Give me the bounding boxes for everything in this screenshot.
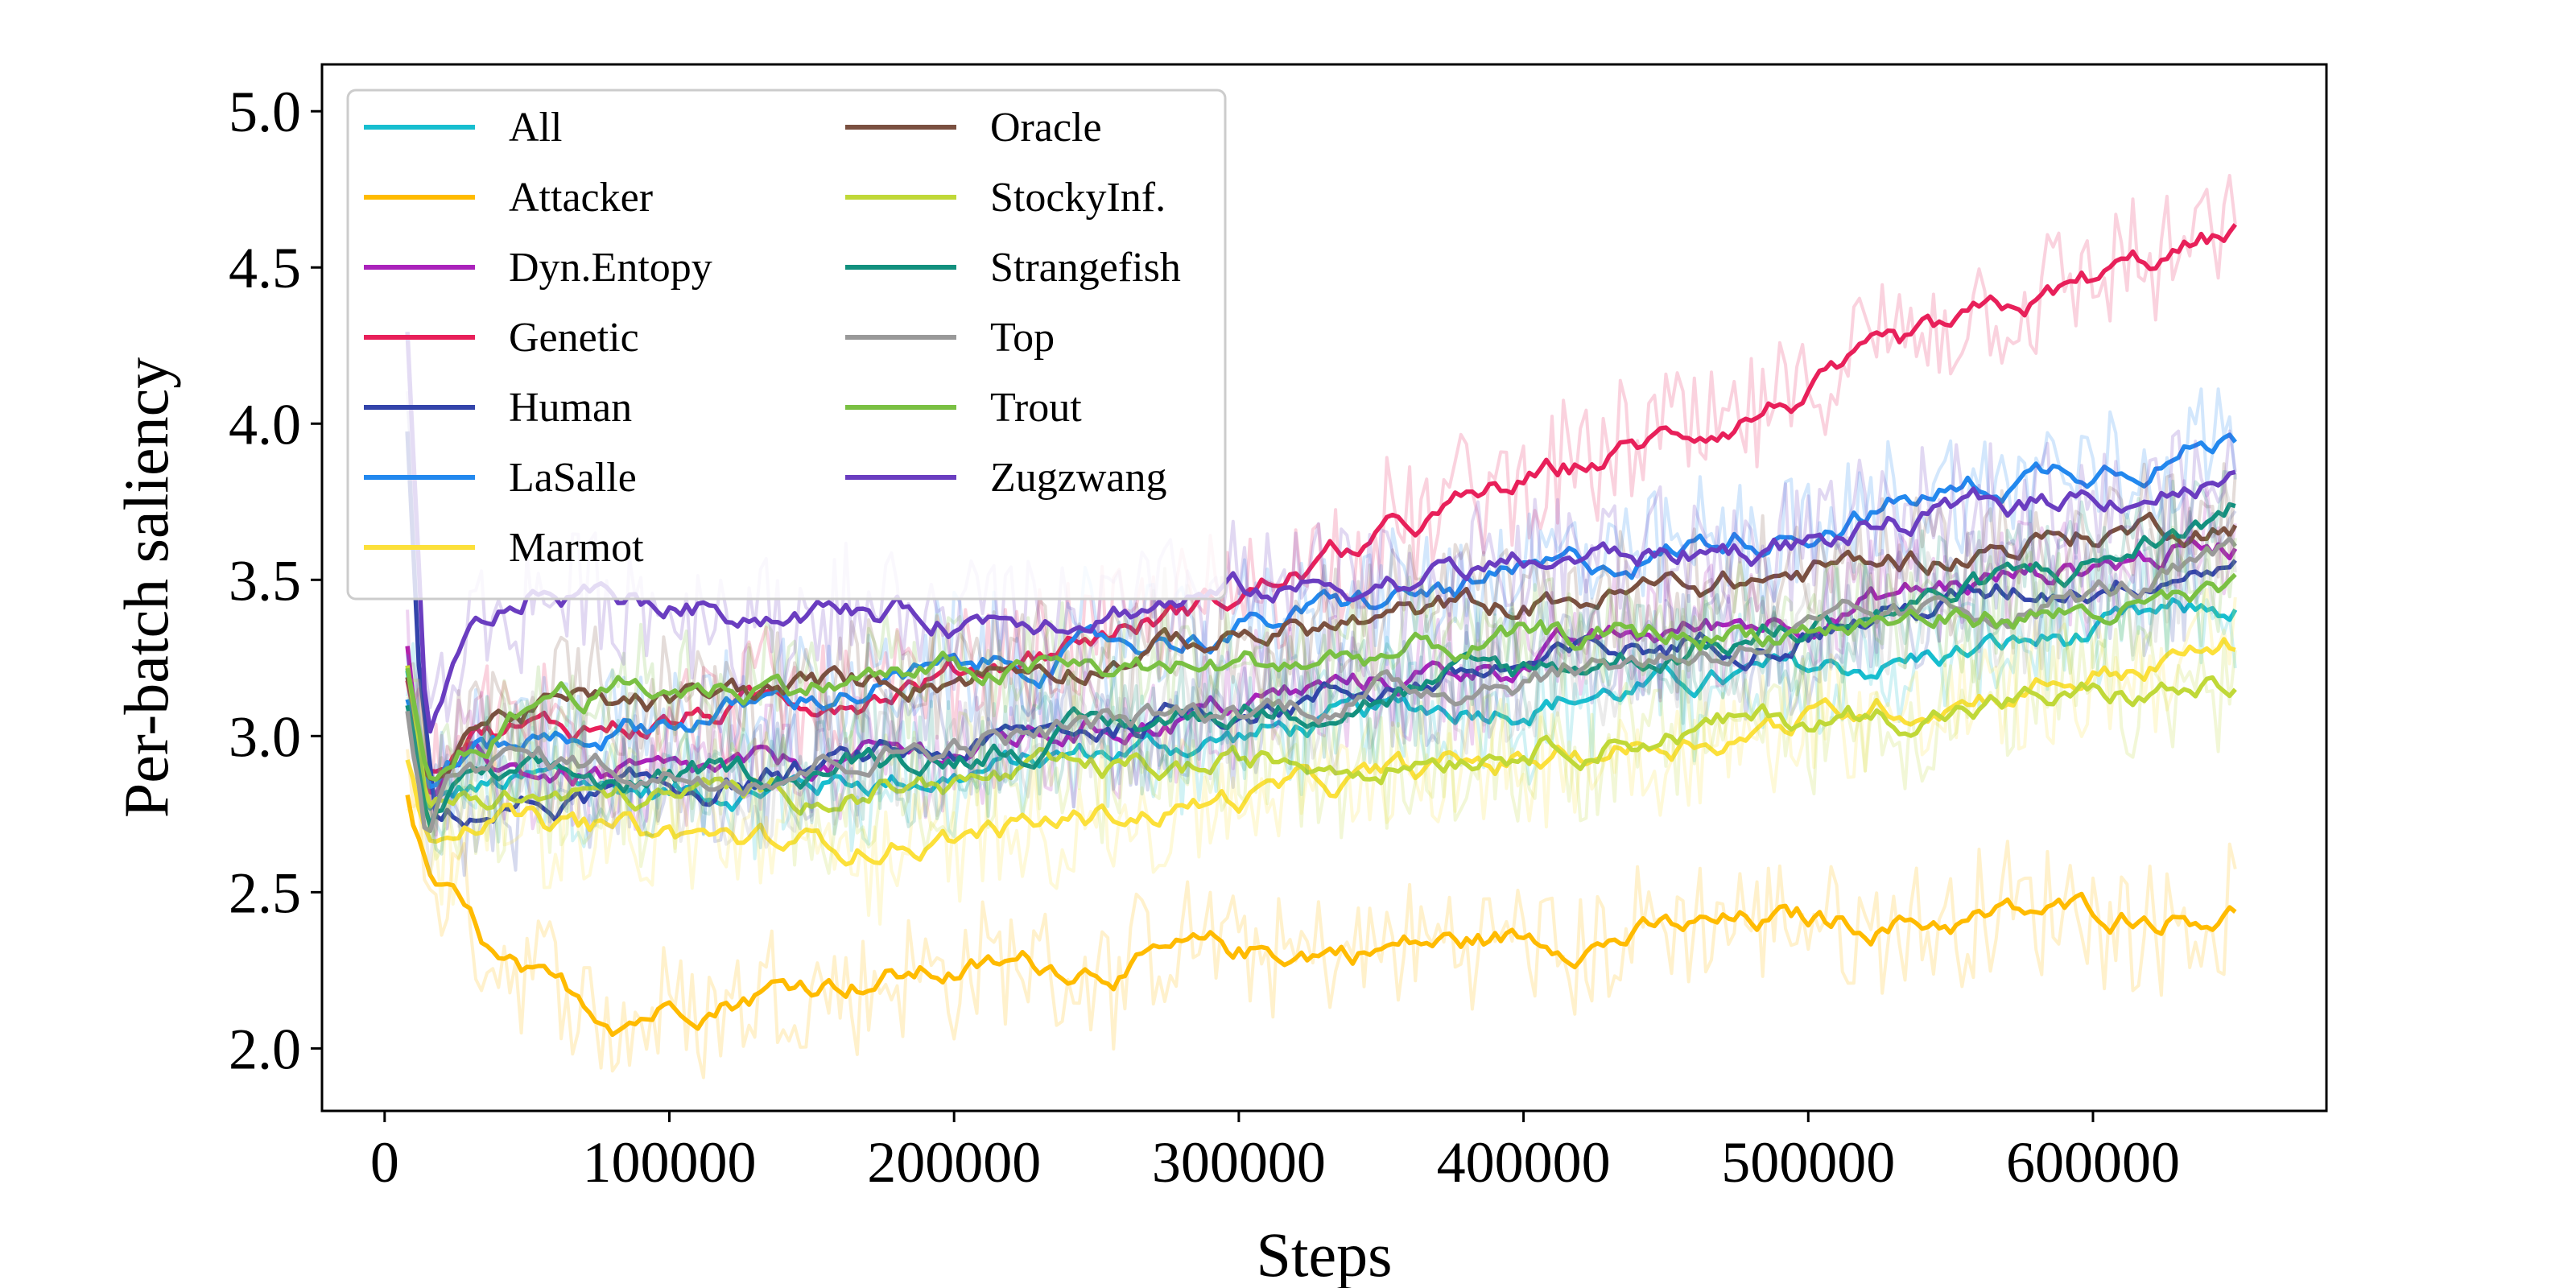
series-noise-4 xyxy=(406,404,2237,877)
series-noise-12 xyxy=(406,390,2237,723)
y-tick-label: 3.5 xyxy=(229,548,301,613)
legend-label: Strangefish xyxy=(990,245,1181,291)
x-tick-label: 500000 xyxy=(1721,1130,1895,1195)
x-tick-label: 400000 xyxy=(1437,1130,1611,1195)
series-line-5 xyxy=(405,432,2237,790)
x-tick-label: 600000 xyxy=(2006,1130,2180,1195)
y-tick-label: 5.0 xyxy=(229,80,301,144)
legend-label: All xyxy=(509,105,562,151)
series-line-4 xyxy=(405,431,2237,829)
series-line-11 xyxy=(405,572,2237,782)
series-noise-10 xyxy=(406,481,2237,876)
series-line-1 xyxy=(405,794,2237,1038)
y-axis-label: Per-batch saliency xyxy=(111,357,181,818)
legend-label: StockyInf. xyxy=(990,175,1166,221)
legend-label: Trout xyxy=(990,385,1082,431)
series-noise-8 xyxy=(407,627,2237,875)
y-tick-label: 4.5 xyxy=(229,236,301,300)
series-line-10 xyxy=(405,536,2238,833)
x-axis-label: Steps xyxy=(1256,1220,1392,1288)
y-tick-label: 2.5 xyxy=(229,861,301,925)
x-tick-label: 300000 xyxy=(1152,1130,1326,1195)
legend-label: Marmot xyxy=(509,525,644,571)
y-tick-label: 4.0 xyxy=(229,392,301,456)
legend-label: Human xyxy=(509,385,632,431)
tick-layer: 0 100000 200000 300000 400000 500000 600000 2.0… xyxy=(229,80,2180,1195)
series-line-12 xyxy=(405,332,2236,734)
series-layer xyxy=(405,174,2238,1080)
series-noise-3 xyxy=(406,174,2237,826)
legend-label: Dyn.Entopy xyxy=(509,245,712,291)
legend-label: Top xyxy=(990,315,1055,361)
legend-label: Oracle xyxy=(990,105,1102,151)
series-noise-1 xyxy=(406,749,2237,1080)
legend-label: Attacker xyxy=(509,175,653,221)
series-noise-7 xyxy=(407,462,2237,837)
x-tick-label: 200000 xyxy=(867,1130,1041,1195)
y-tick-label: 3.0 xyxy=(229,704,301,769)
series-line-9 xyxy=(405,502,2236,828)
legend-box xyxy=(346,89,1227,601)
legend-label: Zugzwang xyxy=(990,455,1166,501)
y-tick-label: 2.0 xyxy=(229,1017,301,1081)
plot-frame xyxy=(320,63,2328,1113)
series-noise-0 xyxy=(406,547,2237,861)
legend: All Attacker Dyn.Entopy Genetic Human LaSalle… xyxy=(346,89,1227,601)
series-noise-6 xyxy=(406,588,2237,926)
legend-label: LaSalle xyxy=(509,455,637,501)
legend-label: Genetic xyxy=(509,315,639,361)
x-tick-label: 100000 xyxy=(583,1130,757,1195)
x-tick-label: 0 xyxy=(370,1130,399,1195)
series-line-8 xyxy=(405,665,2237,816)
